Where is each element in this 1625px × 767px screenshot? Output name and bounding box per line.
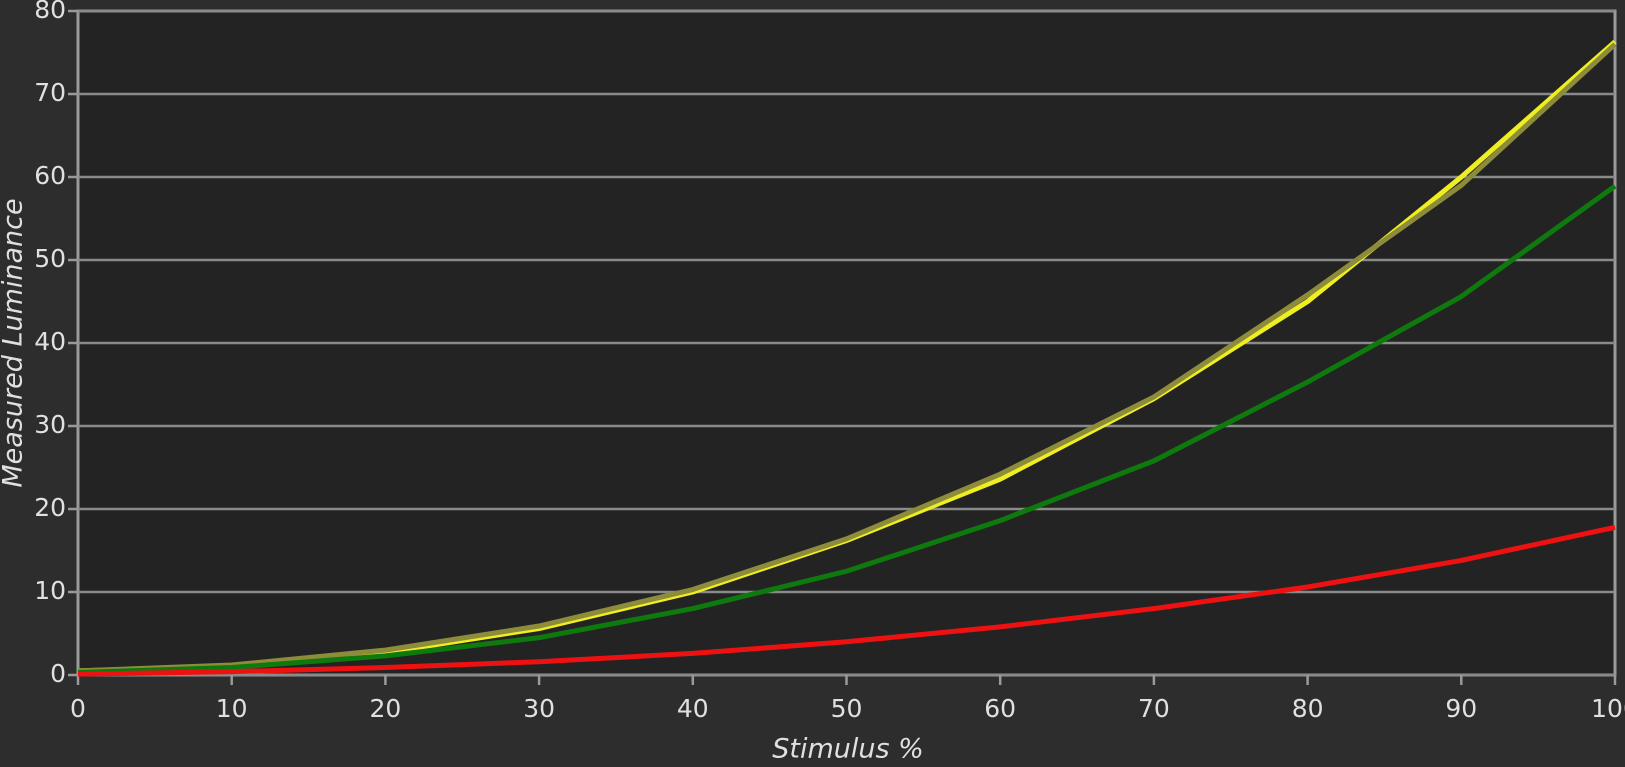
y-axis-title: Measured Luminance [0, 198, 29, 487]
x-tick-label: 70 [1138, 694, 1170, 723]
y-tick-label: 30 [34, 410, 66, 439]
y-tick-label: 60 [34, 161, 66, 190]
x-tick-label: 30 [523, 694, 555, 723]
y-tick-label: 70 [34, 78, 66, 107]
x-tick-label: 80 [1292, 694, 1324, 723]
series-line [77, 524, 1616, 677]
y-tick-label: 40 [34, 327, 66, 356]
x-tick-label: 90 [1445, 694, 1477, 723]
x-tick-label: 50 [831, 694, 863, 723]
y-tick-label: 80 [34, 0, 66, 24]
y-tick-label: 0 [50, 659, 66, 688]
y-tick-label: 10 [34, 576, 66, 605]
x-tick-label: 10 [216, 694, 248, 723]
x-axis-title: Stimulus % [772, 734, 924, 765]
series-line [77, 42, 1617, 674]
series-line [77, 184, 1617, 676]
x-tick-label: 20 [369, 694, 401, 723]
x-tick-label: 100 [1591, 694, 1625, 723]
x-tick-label: 40 [677, 694, 709, 723]
y-tick-label: 50 [34, 244, 66, 273]
x-tick-label: 60 [984, 694, 1016, 723]
x-tick-label: 0 [70, 694, 86, 723]
y-tick-label: 20 [34, 493, 66, 522]
